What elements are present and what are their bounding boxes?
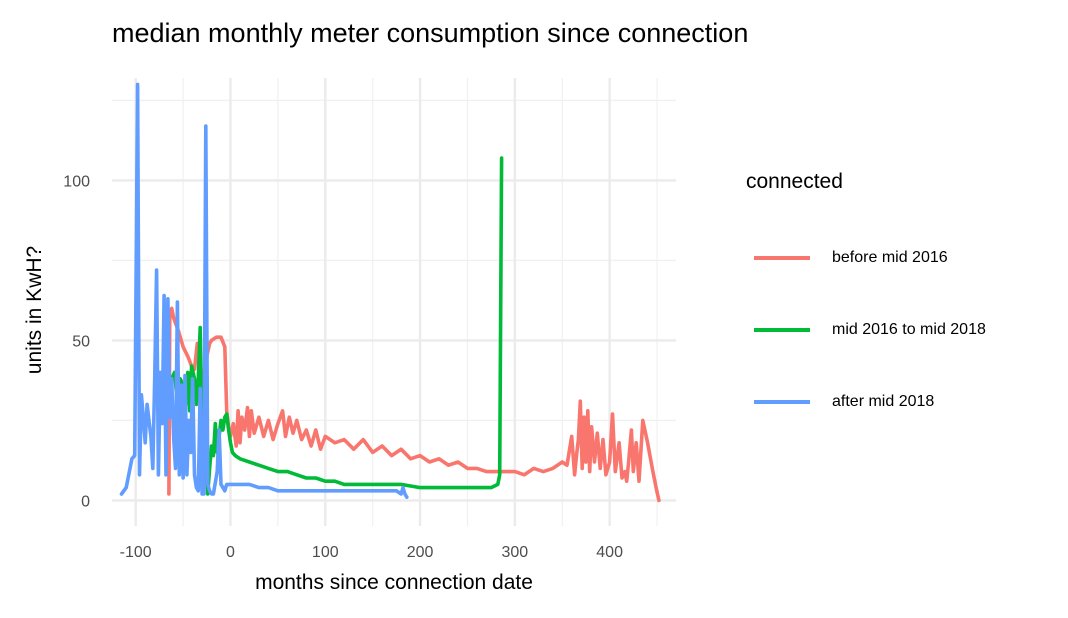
legend-title: connected [746,170,843,193]
y-tick-label: 100 [63,173,90,190]
x-tick-label: 200 [407,544,434,561]
legend-swatch [754,328,810,332]
y-tick-label: 0 [81,493,90,510]
x-axis-ticks: -100 0 100 200 300 400 [120,544,623,561]
y-axis-ticks: 0 50 100 [63,173,90,510]
y-tick-label: 50 [72,333,90,350]
x-tick-label: 300 [502,544,529,561]
legend-swatch [754,400,810,404]
legend-item-before-mid-2016: before mid 2016 [746,222,986,294]
series-line-before-mid-2016 [167,306,661,503]
legend: connected before mid 2016 mid 2016 to mi… [746,170,986,438]
y-axis-title: units in KwH? [23,246,46,374]
legend-swatch [754,256,810,260]
x-tick-label: -100 [120,544,152,561]
x-tick-label: 400 [596,544,623,561]
chart-title: median monthly meter consumption since c… [112,18,749,48]
series-layer [119,82,661,503]
series-line-after-mid-2018 [119,82,409,500]
x-axis-title: months since connection date [255,571,533,594]
x-tick-label: 100 [312,544,339,561]
legend-item-mid-2016-to-mid-2018: mid 2016 to mid 2018 [746,294,986,366]
legend-label: before mid 2016 [832,249,948,266]
series-line-mid-2016-to-mid-2018 [168,156,504,496]
x-tick-label: 0 [226,544,235,561]
legend-item-after-mid-2018: after mid 2018 [746,366,986,438]
legend-label: after mid 2018 [832,393,935,410]
legend-label: mid 2016 to mid 2018 [832,321,986,338]
